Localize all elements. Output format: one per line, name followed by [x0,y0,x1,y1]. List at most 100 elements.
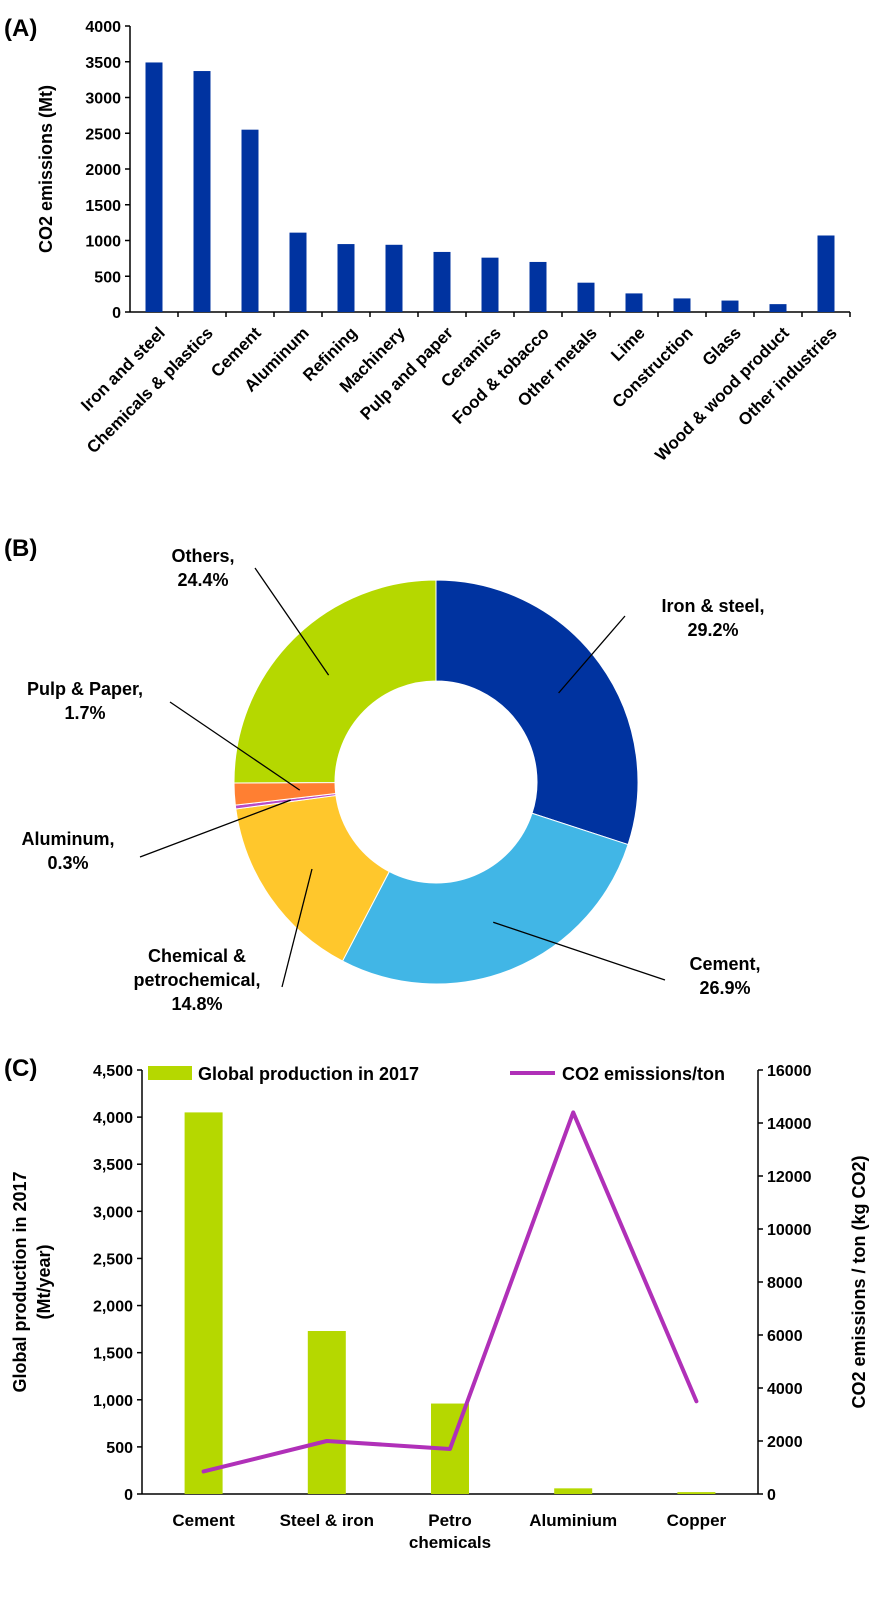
b-slices [234,580,638,984]
c-right-tick-label: 8000 [767,1275,803,1292]
a-bar [338,244,355,312]
c-right-tick-label: 2000 [767,1434,803,1451]
a-bar [578,283,595,312]
a-bar [386,245,403,312]
c-right-axis-title: CO2 emissions / ton (kg CO2) [849,1155,869,1408]
b-slice-label-line: Pulp & Paper, [27,679,143,699]
c-bar [185,1112,223,1494]
a-bar [434,252,451,312]
c-legend-bar-swatch [148,1066,192,1080]
b-slice-label: Aluminum, 0.3% [22,829,115,873]
b-slice [343,813,629,984]
b-slice-label: Cement, 26.9% [689,954,760,998]
c-category-label-line: Cement [172,1511,235,1530]
c-bars [185,1112,716,1494]
a-bar [818,235,835,312]
a-bar [722,301,739,312]
a-y-tick-label: 1500 [85,198,121,215]
c-left-tick-label: 2,500 [93,1251,133,1268]
c-left-tick-label: 500 [106,1440,133,1457]
b-slice-label-line: Others, [171,546,234,566]
b-slice-label-line: 14.8% [171,994,222,1014]
b-slice-label-line: Chemical & [148,946,246,966]
a-y-tick-label: 4000 [85,19,121,36]
c-left-tick-label: 1,500 [93,1346,133,1363]
a-y-tick-label: 2000 [85,162,121,179]
c-left-tick-label: 4,500 [93,1063,133,1080]
a-category-label: Iron and steel [77,323,169,415]
a-y-tick-label: 3500 [85,55,121,72]
a-bar [242,130,259,312]
c-category-label: Copper [667,1511,727,1530]
c-bar [677,1492,715,1494]
a-bar [674,298,691,312]
a-bar [482,258,499,312]
c-left-axis-title-line: Global production in 2017 [10,1171,30,1392]
b-slice [234,580,436,783]
b-slice-label: Pulp & Paper, 1.7% [27,679,143,723]
a-bars [146,62,835,312]
c-category-label-line: Copper [667,1511,727,1530]
panel-c-label: (C) [4,1055,37,1082]
b-slice-label-line: petrochemical, [133,970,260,990]
a-bar [146,62,163,312]
c-left-tick-label: 4,000 [93,1110,133,1127]
panel-b-donut-chart: (B) Iron & steel, 29.2% Cement, 26.9% Chemic… [0,520,890,1040]
production-emissions-combo-chart: (C) 0 500 1,000 1,500 2,000 2,500 3,000 3,500 4,… [0,1040,890,1600]
c-legend: Global production in 2017 CO2 emissions/t… [148,1064,725,1084]
a-y-tick-label: 500 [94,269,121,286]
c-left-tick-label: 3,000 [93,1204,133,1221]
b-slice-label-line: 0.3% [47,853,88,873]
c-category-label-line: Aluminium [529,1511,617,1530]
share-donut-chart: (B) Iron & steel, 29.2% Cement, 26.9% Chemic… [0,520,890,1040]
c-right-tick-label: 12000 [767,1169,812,1186]
a-category-label: Glass [699,323,745,369]
b-slice-label-line: 26.9% [699,978,750,998]
panel-b-label: (B) [4,535,37,562]
c-category-label-line: Petro [428,1511,471,1530]
c-category-label-line: Steel & iron [280,1511,374,1530]
c-left-tick-label: 0 [124,1487,133,1504]
c-right-tick-label: 4000 [767,1381,803,1398]
b-slice [436,580,638,845]
panel-c-combo-chart: (C) 0 500 1,000 1,500 2,000 2,500 3,000 3,500 4,… [0,1040,890,1600]
c-right-tick-label: 16000 [767,1063,812,1080]
c-left-axis-title-line: (Mt/year) [34,1244,54,1319]
b-slice-label: Chemical & petrochemical, 14.8% [133,946,260,1014]
b-slice-label-line: Cement, [689,954,760,974]
panel-a-label: (A) [4,15,37,42]
b-slice-label-line: 29.2% [687,620,738,640]
c-bar [308,1331,346,1494]
c-legend-line-label: CO2 emissions/ton [562,1064,725,1084]
b-slice-label: Others, 24.4% [171,546,234,590]
b-slice-label-line: Iron & steel, [661,596,764,616]
c-left-tick-label: 3,500 [93,1157,133,1174]
b-slice-label-line: Aluminum, [22,829,115,849]
b-slice-label-line: 1.7% [64,703,105,723]
a-bar [290,233,307,312]
c-category-label: Cement [172,1511,235,1530]
b-slice-label: Iron & steel, 29.2% [661,596,764,640]
c-right-tick-label: 14000 [767,1116,812,1133]
c-legend-bar-label: Global production in 2017 [198,1064,419,1084]
a-y-axis-title: CO2 emissions (Mt) [36,85,56,253]
a-y-tick-label: 1000 [85,234,121,251]
c-right-tick-label: 10000 [767,1222,812,1239]
c-category-label: Steel & iron [280,1511,374,1530]
a-y-tick-label: 0 [112,305,121,322]
c-left-tick-label: 1,000 [93,1393,133,1410]
b-slice-label-line: 24.4% [177,570,228,590]
a-bar [626,293,643,312]
c-category-label: Aluminium [529,1511,617,1530]
a-bar [194,71,211,312]
c-left-tick-label: 2,000 [93,1299,133,1316]
c-bar [554,1488,592,1494]
a-category-label: Lime [607,323,648,364]
c-left-axis-title-text: Global production in 2017(Mt/year) [10,1171,54,1392]
